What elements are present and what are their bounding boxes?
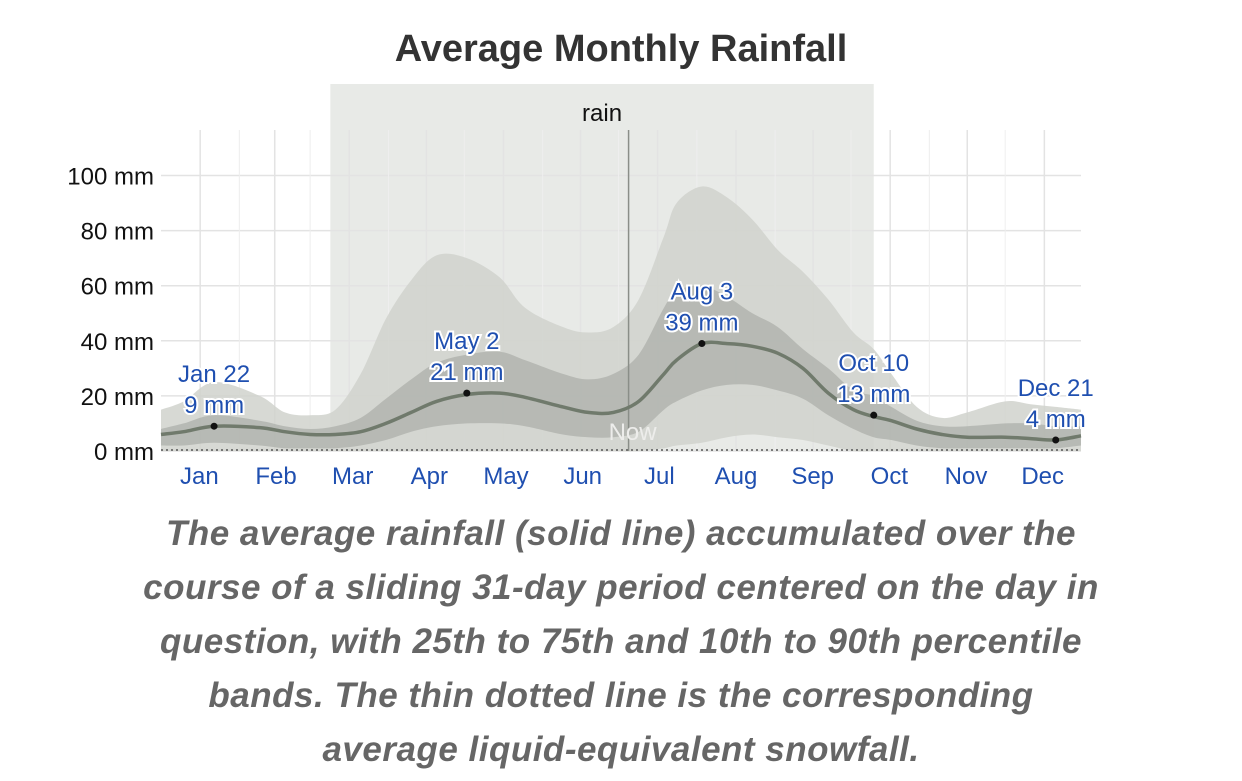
x-tick-label: Aug bbox=[715, 463, 758, 490]
annotation-value: 13 mm bbox=[837, 381, 910, 408]
y-tick-label: 40 mm bbox=[81, 329, 154, 356]
x-tick-label: May bbox=[483, 463, 528, 490]
x-tick-label: Jan bbox=[180, 463, 219, 490]
x-tick-label: Apr bbox=[411, 463, 448, 490]
annotation-value: 9 mm bbox=[184, 392, 244, 419]
annotation-date: May 2 bbox=[434, 328, 499, 355]
annotation-value: 39 mm bbox=[665, 310, 738, 337]
annotation-dot bbox=[870, 411, 878, 419]
annotation-date: Aug 3 bbox=[671, 279, 734, 306]
annotation-value: 21 mm bbox=[430, 359, 503, 386]
x-tick-label: Mar bbox=[332, 463, 373, 490]
y-tick-label: 20 mm bbox=[81, 384, 154, 411]
x-tick-label: Dec bbox=[1021, 463, 1064, 490]
now-label: Now bbox=[609, 419, 658, 446]
annotation-date: Oct 10 bbox=[838, 350, 909, 377]
x-tick-label: Sep bbox=[791, 463, 834, 490]
rainfall-chart: rain Now 100 mm 80 mm 60 mm 40 mm 20 mm 0 mm J… bbox=[67, 84, 1096, 491]
x-tick-label: Jul bbox=[644, 463, 675, 490]
y-tick-label: 0 mm bbox=[94, 439, 154, 466]
annotation-dot bbox=[210, 422, 218, 430]
chart-title: Average Monthly Rainfall bbox=[394, 28, 848, 70]
axes: 100 mm 80 mm 60 mm 40 mm 20 mm 0 mm Jan Feb Mar A… bbox=[67, 164, 1064, 491]
x-tick-label: Feb bbox=[255, 463, 296, 490]
x-tick-label: Oct bbox=[871, 463, 909, 490]
average-rainfall-line bbox=[160, 340, 1082, 451]
annotation-dot bbox=[1052, 436, 1060, 444]
rain-season-label: rain bbox=[582, 100, 622, 127]
y-tick-label: 100 mm bbox=[67, 164, 154, 191]
x-tick-label: Nov bbox=[945, 463, 988, 490]
chart-caption: The average rainfall (solid line) accumu… bbox=[143, 514, 1099, 769]
annotations: Jan 22 9 mm May 2 21 mm Aug 3 39 mm Oct 10 13 m… bbox=[176, 277, 1096, 444]
annotation-dot bbox=[463, 389, 471, 397]
y-tick-label: 60 mm bbox=[81, 274, 154, 301]
y-tick-label: 80 mm bbox=[81, 219, 154, 246]
annotation-date: Dec 21 bbox=[1018, 375, 1094, 402]
mean-rainfall-path bbox=[160, 340, 1082, 442]
annotation-value: 4 mm bbox=[1026, 406, 1086, 433]
annotation-date: Jan 22 bbox=[178, 361, 250, 388]
annotation-dot bbox=[698, 340, 706, 348]
x-tick-label: Jun bbox=[563, 463, 602, 490]
band-10th-90th bbox=[161, 186, 1081, 452]
